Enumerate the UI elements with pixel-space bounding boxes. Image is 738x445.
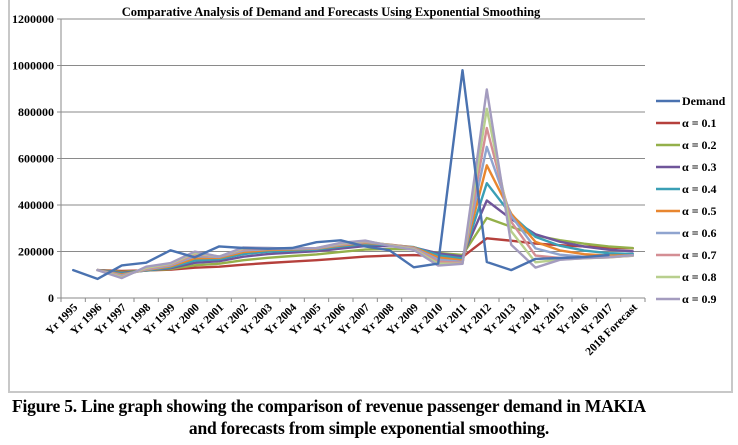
y-tick-label: 600000 bbox=[18, 152, 54, 166]
y-tick-label: 1200000 bbox=[12, 12, 54, 26]
legend-item: α = 0.2 bbox=[656, 138, 717, 152]
legend-item: α = 0.8 bbox=[656, 270, 717, 284]
axes bbox=[57, 18, 646, 302]
legend-label: α = 0.9 bbox=[682, 292, 717, 306]
legend-item: α = 0.1 bbox=[656, 116, 717, 130]
legend-item: α = 0.5 bbox=[656, 204, 717, 218]
grid-lines bbox=[61, 18, 645, 252]
y-tick-label: 400000 bbox=[18, 198, 54, 212]
figure-caption-line-1: Figure 5. Line graph showing the compari… bbox=[12, 396, 646, 416]
legend-item: Demand bbox=[656, 94, 726, 108]
series-line-alpha-07 bbox=[96, 126, 634, 278]
y-tick-labels: 0 200000 400000 600000 800000 1000000 1200000 bbox=[12, 12, 54, 305]
legend-item: α = 0.9 bbox=[656, 292, 717, 306]
y-tick-label: 1000000 bbox=[12, 59, 54, 73]
y-tick-label: 200000 bbox=[18, 245, 54, 259]
legend-label: α = 0.1 bbox=[682, 116, 717, 130]
legend-label: α = 0.6 bbox=[682, 226, 717, 240]
series-lines bbox=[72, 69, 634, 281]
legend-label: α = 0.8 bbox=[682, 270, 717, 284]
line-chart: 020000040000060000080000010000001200000 … bbox=[12, 5, 726, 358]
figure-caption-line-2: and forecasts from simple exponential sm… bbox=[188, 418, 550, 438]
legend-item: α = 0.4 bbox=[656, 182, 717, 196]
legend-item: α = 0.3 bbox=[656, 160, 717, 174]
legend: Demand α = 0.1 α = 0.2 α = 0.3 α = 0.4 α = 0.… bbox=[656, 94, 726, 306]
y-tick-label: 800000 bbox=[18, 105, 54, 119]
y-tick-label: 0 bbox=[48, 291, 54, 305]
legend-item: α = 0.7 bbox=[656, 248, 717, 262]
legend-label: Demand bbox=[682, 94, 726, 108]
series-line-demand bbox=[72, 69, 610, 281]
legend-item: α = 0.6 bbox=[656, 226, 717, 240]
legend-label: α = 0.4 bbox=[682, 182, 717, 196]
legend-label: α = 0.7 bbox=[682, 248, 717, 262]
chart-title: Comparative Analysis of Demand and Forec… bbox=[122, 5, 541, 19]
legend-label: α = 0.5 bbox=[682, 204, 717, 218]
legend-label: α = 0.2 bbox=[682, 138, 717, 152]
legend-label: α = 0.3 bbox=[682, 160, 717, 174]
